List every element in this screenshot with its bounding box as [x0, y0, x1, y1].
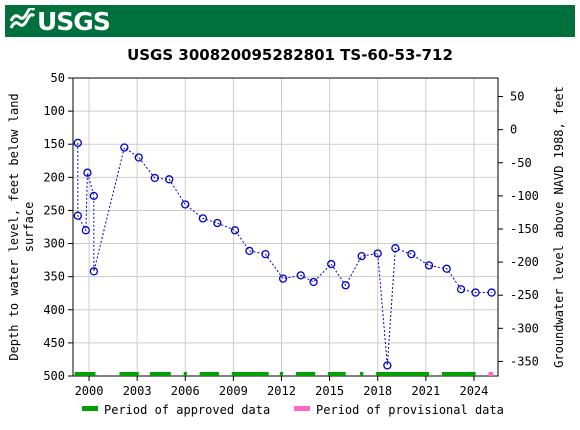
y-right-tick-label: -200 [510, 255, 539, 269]
y-left-tick-label: 150 [43, 137, 65, 151]
x-tick-label: 2021 [411, 384, 440, 398]
approved-period-bar [441, 372, 476, 376]
data-point [245, 246, 254, 255]
legend-approved-label: Period of approved data [104, 403, 270, 417]
legend: Period of approved data Period of provis… [82, 403, 504, 417]
data-point [165, 175, 174, 184]
approved-period-bar [149, 372, 171, 376]
series-line [77, 142, 492, 366]
chart-title: USGS 300820095282801 TS-60-53-712 [127, 46, 453, 64]
x-tick-label: 2024 [459, 384, 488, 398]
approved-period-bar [328, 372, 346, 376]
y-right-tick-label: -150 [510, 222, 539, 236]
data-point [120, 143, 129, 152]
grid [73, 77, 498, 377]
approved-period-bar [360, 372, 364, 376]
y-right-tick-label: -50 [510, 156, 532, 170]
y-left-tick-label: 200 [43, 170, 65, 184]
data-point [83, 168, 92, 177]
x-tick-label: 2009 [219, 384, 248, 398]
data-point [391, 244, 400, 253]
usgs-wave-icon [9, 8, 35, 29]
data-point [134, 153, 143, 162]
approved-period-bar [199, 372, 219, 376]
approved-period-bar [183, 372, 187, 376]
y-axis-left-label-line2: surface [22, 202, 36, 253]
data-point [213, 218, 222, 228]
data-point [424, 261, 434, 270]
data-point [278, 274, 288, 283]
data-period-bars [74, 372, 494, 376]
y-left-tick-label: 50 [51, 71, 65, 85]
data-point [261, 250, 270, 259]
y-right-tick-label: -350 [510, 354, 539, 368]
data-point [81, 226, 90, 235]
y-right-tick-label: -250 [510, 288, 539, 302]
usgs-logo[interactable]: USGS [9, 5, 111, 37]
x-tick-label: 2006 [171, 384, 200, 398]
plot-frame [72, 77, 499, 377]
y-left-tick-label: 500 [43, 369, 65, 383]
y-axis-left: 50 100 150 200 250 300 350 400 450 500 [43, 71, 73, 383]
data-point [456, 285, 466, 294]
data-point [296, 271, 305, 280]
legend-provisional-swatch [294, 406, 310, 411]
approved-period-bar [279, 372, 284, 376]
approved-period-bar [376, 372, 430, 376]
y-left-tick-label: 350 [43, 270, 65, 284]
usgs-header-banner: USGS [5, 5, 575, 37]
data-point [471, 288, 480, 297]
usgs-logo-text: USGS [37, 6, 111, 36]
legend-provisional-label: Period of provisional data [316, 403, 504, 417]
data-point [150, 173, 159, 183]
data-point [442, 264, 451, 273]
y-right-tick-label: 50 [510, 90, 524, 104]
data-point [198, 214, 208, 223]
data-point [89, 191, 98, 201]
data-point [383, 361, 392, 370]
x-tick-label: 2000 [75, 384, 104, 398]
y-right-tick-label: -100 [510, 189, 539, 203]
data-point [73, 211, 82, 220]
legend-approved-swatch [82, 406, 98, 411]
data-point [407, 250, 416, 259]
y-left-tick-label: 450 [43, 336, 65, 350]
approved-period-bar [119, 372, 139, 376]
y-left-tick-label: 100 [43, 104, 65, 118]
x-axis: 2000 2003 2006 2009 2012 2015 2018 2021 2024 [75, 376, 488, 398]
data-point [309, 277, 318, 287]
x-tick-label: 2003 [123, 384, 152, 398]
x-tick-label: 2012 [267, 384, 296, 398]
data-point [373, 249, 382, 258]
x-tick-label: 2015 [315, 384, 344, 398]
data-point [357, 251, 366, 261]
y-axis-right: 50 0 -50 -100 -150 -200 -250 -300 -350 [498, 90, 539, 368]
x-tick-label: 2018 [363, 384, 392, 398]
y-left-tick-label: 250 [43, 203, 65, 217]
data-point [341, 281, 350, 290]
approved-period-bar [231, 372, 269, 376]
provisional-period-bar [488, 372, 494, 376]
y-axis-right-label: Groundwater level above NAVD 1988, feet [552, 86, 566, 368]
data-point [327, 259, 336, 269]
data-point [73, 138, 82, 148]
data-point [89, 267, 98, 276]
y-right-tick-label: 0 [510, 123, 517, 137]
data-point [230, 226, 240, 235]
data-series [73, 138, 496, 370]
y-right-tick-label: -300 [510, 321, 539, 335]
approved-period-bar [74, 372, 96, 376]
data-point [181, 200, 190, 209]
y-axis-left-label-line1: Depth to water level, feet below land [7, 93, 21, 360]
approved-period-bar [295, 372, 316, 376]
y-left-tick-label: 300 [43, 237, 65, 251]
data-point [487, 288, 496, 297]
y-left-tick-label: 400 [43, 303, 65, 317]
